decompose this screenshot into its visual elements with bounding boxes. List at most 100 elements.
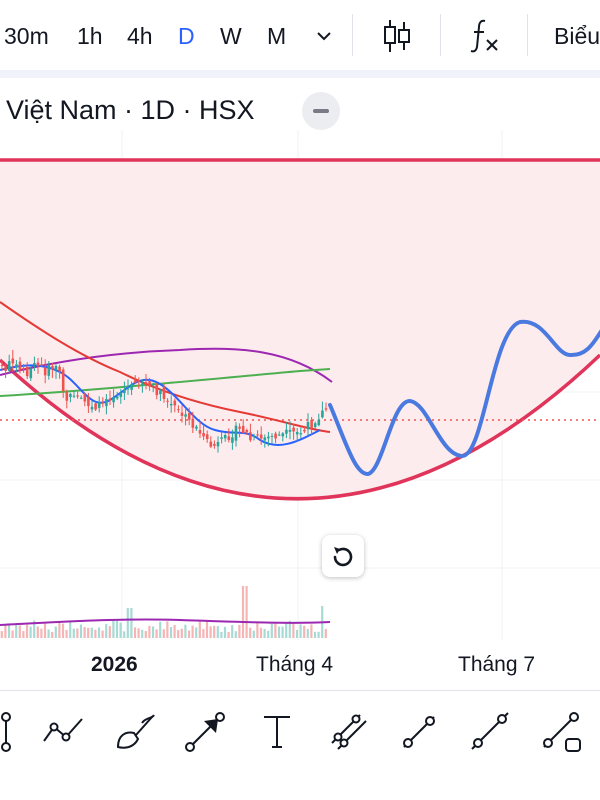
candle-body xyxy=(115,396,119,399)
candle-body xyxy=(148,381,151,387)
candle-body xyxy=(151,384,155,386)
candle-body xyxy=(252,435,256,437)
candle-body xyxy=(198,429,202,434)
volume-bar xyxy=(29,626,32,638)
cup-pattern-fill xyxy=(0,160,600,499)
volume-bar xyxy=(18,625,21,638)
candle-body xyxy=(216,441,220,447)
volume-bar xyxy=(51,631,54,638)
candle-body xyxy=(263,437,267,441)
volume-ma-line xyxy=(0,618,331,626)
arrow-icon[interactable] xyxy=(182,709,228,755)
candle-body xyxy=(40,364,43,366)
candle-body xyxy=(159,390,162,395)
candlestick-series xyxy=(0,350,328,453)
volume-bar xyxy=(191,625,194,638)
candle-body xyxy=(249,432,252,441)
volume-bar xyxy=(151,626,155,638)
volume-bar xyxy=(40,628,43,638)
timeframe-30m[interactable]: 30m xyxy=(4,23,49,49)
volume-bar xyxy=(90,627,93,638)
candle-body xyxy=(108,398,112,401)
candle-body xyxy=(79,397,83,399)
volume-bar xyxy=(303,625,306,638)
x-axis-label-thang-7: Tháng 7 xyxy=(458,653,536,676)
ray-icon[interactable] xyxy=(466,709,512,755)
candle-body xyxy=(22,367,25,370)
candle-body xyxy=(205,434,209,440)
trend-line-icon[interactable] xyxy=(396,709,442,755)
brush-icon[interactable] xyxy=(112,709,158,755)
chevron-down-icon[interactable] xyxy=(314,26,334,46)
volume-bar xyxy=(195,627,198,638)
chart-type-menu[interactable]: Biểu xyxy=(554,23,600,49)
candle-body xyxy=(94,403,97,410)
vertical-line-icon[interactable] xyxy=(0,709,34,755)
reset-icon xyxy=(333,547,353,567)
candle-body xyxy=(317,419,321,426)
candle-body xyxy=(281,433,285,437)
candle-body xyxy=(213,443,216,446)
candle-body xyxy=(65,392,69,401)
volume-bar xyxy=(317,631,320,638)
toolbar-border xyxy=(0,70,600,78)
candle-body xyxy=(177,409,180,411)
candle-body xyxy=(97,402,101,408)
candle-body xyxy=(231,437,234,443)
volume-bar xyxy=(245,586,248,638)
candle-body xyxy=(18,361,22,371)
reset-chart-button[interactable] xyxy=(322,535,364,577)
candle-body xyxy=(166,400,169,402)
volume-bar xyxy=(285,623,288,638)
volume-bar xyxy=(58,621,61,638)
volume-bar xyxy=(133,627,137,638)
polyline-icon[interactable] xyxy=(40,709,86,755)
volume-bar xyxy=(148,625,151,638)
volume-bar xyxy=(306,629,309,638)
candle-body xyxy=(141,383,144,386)
candle-body xyxy=(112,397,115,403)
volume-bar xyxy=(169,627,173,638)
volume-bar xyxy=(112,620,115,638)
parallel-channel-icon[interactable] xyxy=(326,709,372,755)
volume-bar xyxy=(288,620,291,638)
cup-pattern-curve xyxy=(0,353,600,501)
indicator-fx-icon[interactable] xyxy=(468,16,502,56)
text-icon[interactable] xyxy=(254,709,300,755)
candle-body xyxy=(33,363,36,365)
candlestick-chart-icon[interactable] xyxy=(380,16,414,56)
candle-body xyxy=(256,434,259,436)
volume-bar xyxy=(94,629,97,638)
candle-body xyxy=(105,399,108,407)
volume-bar xyxy=(184,624,187,638)
candle-body xyxy=(7,361,11,371)
x-axis-label-thang-4: Tháng 4 xyxy=(256,653,334,676)
volume-bar xyxy=(238,624,241,638)
candle-body xyxy=(267,436,270,439)
candle-body xyxy=(238,426,241,429)
symbol-legend[interactable]: Việt Nam · 1D · HSX xyxy=(6,95,255,125)
drawing-toolbar xyxy=(0,690,600,800)
extended-line-icon[interactable] xyxy=(538,709,584,755)
price-chart[interactable] xyxy=(0,0,600,690)
collapse-legend-button[interactable] xyxy=(302,92,340,130)
timeframe-w[interactable]: W xyxy=(220,23,242,49)
timeframe-4h[interactable]: 4h xyxy=(127,23,153,49)
volume-bar xyxy=(105,623,108,638)
volume-bar xyxy=(155,629,158,638)
toolbar-divider xyxy=(527,14,528,56)
volume-bar xyxy=(141,629,144,638)
candle-body xyxy=(25,366,29,377)
timeframe-d[interactable]: D xyxy=(178,23,195,49)
candle-body xyxy=(180,412,184,416)
volume-bar xyxy=(213,625,216,638)
candle-body xyxy=(259,434,263,439)
timeframe-m[interactable]: M xyxy=(267,23,287,49)
candle-body xyxy=(72,395,76,397)
volume-bar xyxy=(33,620,36,638)
volume-bar xyxy=(173,624,176,638)
volume-bar xyxy=(130,608,133,638)
timeframe-1h[interactable]: 1h xyxy=(77,23,103,49)
volume-bar xyxy=(198,621,201,638)
volume-bar xyxy=(123,631,126,638)
